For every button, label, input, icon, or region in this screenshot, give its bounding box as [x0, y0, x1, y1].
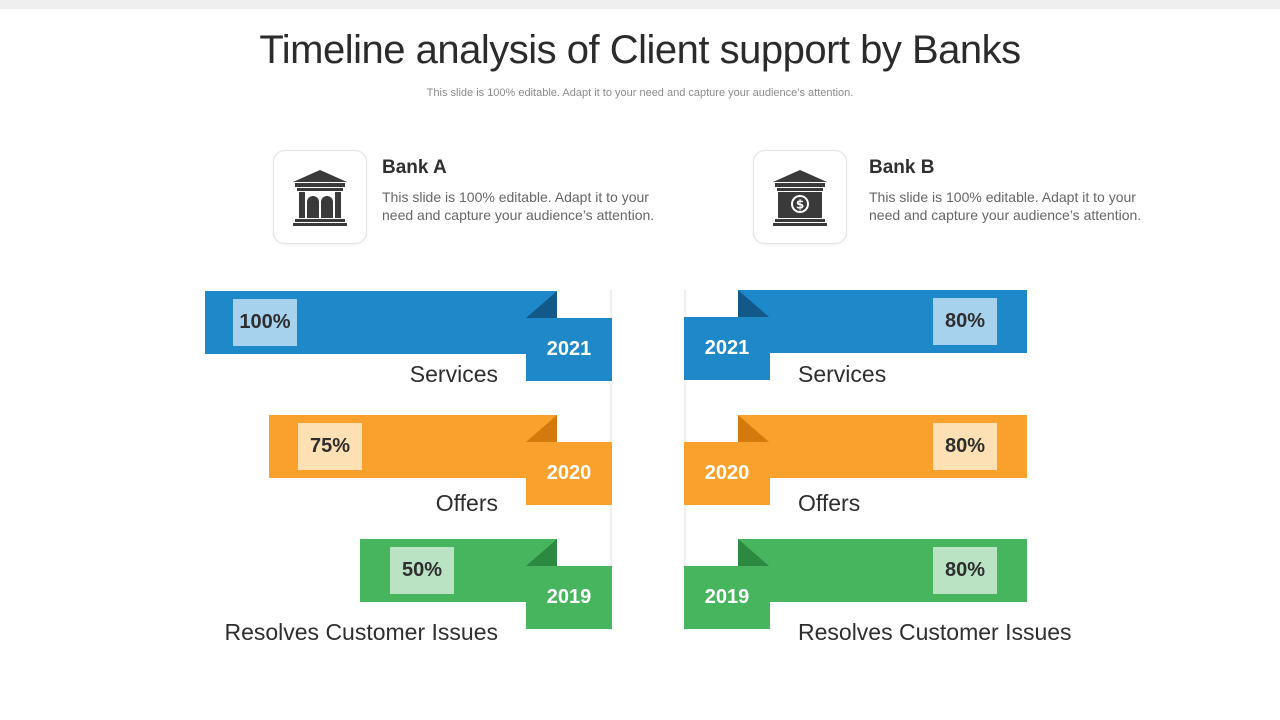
bank-a-name: Bank A	[382, 157, 447, 179]
bank-a-icon-box	[273, 150, 367, 244]
bank-a-services-label: Services	[410, 361, 498, 388]
bank-a-offers-percent: 75%	[298, 423, 362, 470]
bank-a-offers-fold	[526, 415, 557, 442]
bank-b-offers-fold	[738, 415, 769, 442]
bank-b-year-2019: 2019	[684, 566, 770, 629]
bank-b-year-2021: 2021	[684, 317, 770, 380]
bank-a-services-fold	[526, 291, 557, 318]
page-title: Timeline analysis of Client support by B…	[0, 28, 1280, 73]
svg-text:$: $	[796, 198, 804, 212]
bank-b-offers-percent: 80%	[933, 423, 997, 470]
bank-a-offers-label: Offers	[436, 490, 498, 517]
bank-b-issues-label: Resolves Customer Issues	[798, 619, 1072, 646]
bank-a-issues-label: Resolves Customer Issues	[224, 619, 498, 646]
bank-b-icon-box: $	[753, 150, 847, 244]
bank-a-year-2019: 2019	[526, 566, 612, 629]
bank-b-services-percent: 80%	[933, 298, 997, 345]
bank-b-services-fold	[738, 290, 769, 317]
bank-b-services-label: Services	[798, 361, 886, 388]
bank-a-description: This slide is 100% editable. Adapt it to…	[382, 188, 662, 224]
bank-b-issues-percent: 80%	[933, 547, 997, 594]
bank-a-issues-percent: 50%	[390, 547, 454, 594]
top-bar	[0, 0, 1280, 9]
bank-b-description: This slide is 100% editable. Adapt it to…	[869, 188, 1149, 224]
bank-b-year-2020: 2020	[684, 442, 770, 505]
bank-building-icon	[289, 166, 351, 228]
page-subtitle: This slide is 100% editable. Adapt it to…	[0, 87, 1280, 99]
bank-a-issues-fold	[526, 539, 557, 566]
bank-b-offers-label: Offers	[798, 490, 860, 517]
bank-a-year-2021: 2021	[526, 318, 612, 381]
bank-dollar-icon: $	[769, 166, 831, 228]
bank-a-year-2020: 2020	[526, 442, 612, 505]
bank-b-name: Bank B	[869, 157, 934, 179]
bank-b-issues-fold	[738, 539, 769, 566]
bank-a-services-percent: 100%	[233, 299, 297, 346]
